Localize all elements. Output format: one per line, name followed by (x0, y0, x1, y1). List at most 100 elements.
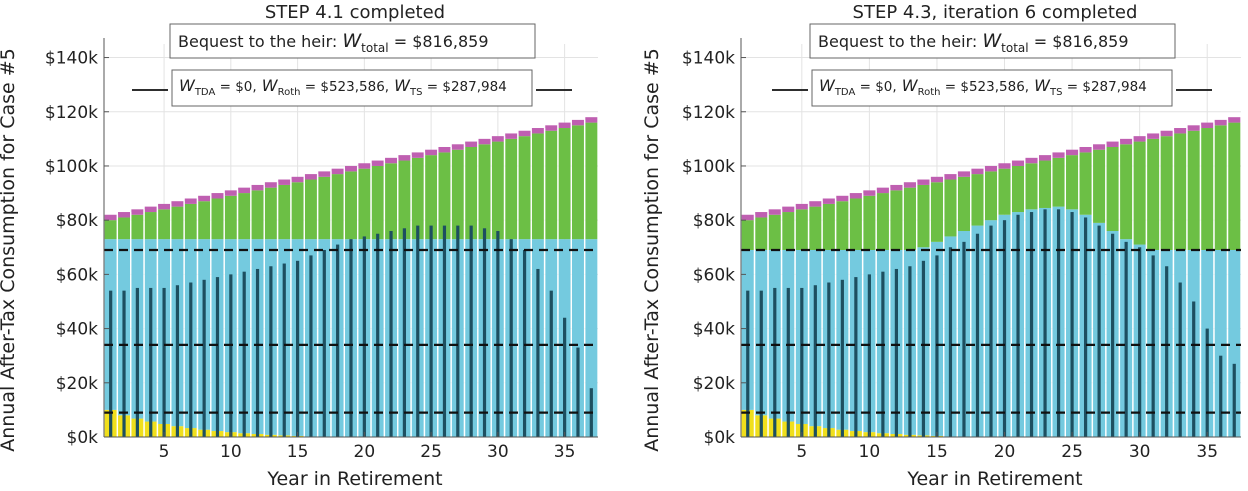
x-tick-label: 5 (159, 442, 170, 462)
bar-segment-blue (1228, 249, 1241, 437)
bar-segment-green (491, 141, 504, 240)
bar-segment-magenta (1160, 130, 1173, 137)
dark-bar (827, 282, 831, 437)
bar-segment-green (478, 144, 491, 240)
bar-segment-green (144, 212, 157, 240)
dashed-levels (104, 248, 598, 414)
bar-segment-magenta (984, 165, 998, 172)
components-box (811, 69, 1173, 107)
bar-segment-magenta (849, 193, 862, 199)
dark-bar (1232, 363, 1236, 437)
bar-segment-green (971, 174, 984, 226)
bar-segment-magenta (903, 182, 916, 188)
bar-segment-green (957, 176, 971, 232)
dark-bar (935, 255, 939, 437)
dark-bar (295, 260, 300, 437)
bar-segment-green (1160, 136, 1173, 250)
bar-segment-magenta (158, 203, 171, 210)
bar-segment-magenta (1011, 160, 1025, 166)
x-tick-label: 35 (1196, 442, 1218, 462)
bar-segment-green (238, 193, 251, 240)
bar-segment-magenta (1228, 117, 1241, 123)
y-tick-label: $120k (45, 103, 98, 123)
bar-segment-magenta (1052, 152, 1065, 158)
bar-segment-green (1133, 141, 1146, 245)
bar-segment-green (438, 152, 451, 240)
bar-segment-green (890, 190, 903, 250)
bar-segment-green (755, 217, 768, 250)
bar-segment-magenta (411, 152, 424, 158)
bar-segment-blue (585, 239, 598, 437)
bar-segment-magenta (957, 171, 971, 177)
dark-bar (1151, 255, 1155, 437)
bequest-box (809, 23, 1176, 59)
bar-segment-green (998, 168, 1011, 215)
y-tick-label: $80k (56, 211, 98, 231)
bar-segment-green (1093, 149, 1106, 223)
bar-segment-magenta (224, 190, 237, 196)
bar-segment-green (371, 165, 384, 240)
bar-segment-green (1106, 146, 1119, 232)
y-tick-label: $100k (45, 157, 98, 177)
dark-bar (402, 228, 407, 437)
x-axis-label: Year in Retirement (906, 468, 1082, 490)
bar-segment-green (1147, 138, 1160, 250)
bar-segment-green (1214, 125, 1227, 250)
dark-bar (376, 233, 380, 437)
bar-segment-green (741, 220, 754, 250)
dark-bar (1070, 212, 1074, 437)
bequest-text: Bequest to the heir: Wtotal = $816,859 (178, 30, 489, 55)
dark-bar (189, 282, 193, 437)
x-tick-label: 35 (554, 442, 576, 462)
bar-segment-green (224, 195, 237, 240)
bar-segment-green (1066, 155, 1079, 210)
dark-bar (255, 268, 260, 437)
x-tick-label: 10 (859, 442, 881, 462)
bar-segment-green (1120, 144, 1133, 240)
x-ticks: 5 10 15 20 25 30 35 (796, 432, 1218, 462)
dark-bar (921, 260, 926, 437)
dark-bar (881, 271, 885, 437)
bar-segment-green (118, 217, 131, 240)
x-tick-label: 30 (1129, 442, 1151, 462)
x-axis-label: Year in Retirement (266, 468, 442, 490)
bar-segment-green (331, 174, 344, 240)
bar-segment-magenta (1133, 136, 1146, 142)
dark-bar (242, 271, 246, 437)
bar-segment-green (917, 184, 930, 248)
y-tick-label: $40k (56, 320, 98, 340)
x-tick-label: 15 (287, 442, 309, 462)
bar-segment-magenta (809, 201, 822, 207)
bar-segment-magenta (917, 179, 930, 185)
bar-segment-magenta (118, 212, 131, 218)
dark-bar (563, 317, 567, 437)
y-tick-label: $80k (693, 211, 735, 231)
bar-segment-magenta (131, 209, 144, 215)
y-ticks: $0k $20k $40k $60k $80k $100k $120k $140k (45, 49, 109, 448)
bar-segment-green (1038, 160, 1052, 208)
x-tick-label: 25 (420, 442, 442, 462)
y-tick-label: $40k (693, 320, 735, 340)
bar-segment-green (768, 214, 781, 250)
dark-bar (429, 225, 433, 437)
dark-bar (416, 225, 420, 437)
dark-bar (1083, 217, 1088, 437)
bar-segment-magenta (318, 171, 331, 177)
dark-bar (759, 290, 763, 437)
chart-title: STEP 4.3, iteration 6 completed (853, 2, 1138, 23)
bar-segment-magenta (585, 117, 598, 123)
bar-segment-magenta (198, 195, 211, 202)
bar-segment-green (1025, 163, 1038, 210)
dark-bar (746, 290, 750, 437)
bar-segment-green (304, 179, 317, 240)
chart-left: Annual After-Tax Consumption for Case #5… (0, 2, 598, 490)
bar-segment-magenta (558, 122, 571, 129)
bar-segment-magenta (278, 179, 291, 185)
bar-segment-magenta (1079, 146, 1092, 153)
dark-bar (854, 277, 858, 437)
bar-segment-magenta (438, 146, 451, 153)
bar-segment-magenta (1187, 125, 1200, 131)
dark-bar (509, 239, 513, 437)
dark-bar (456, 225, 460, 437)
dark-bar (1043, 209, 1047, 437)
